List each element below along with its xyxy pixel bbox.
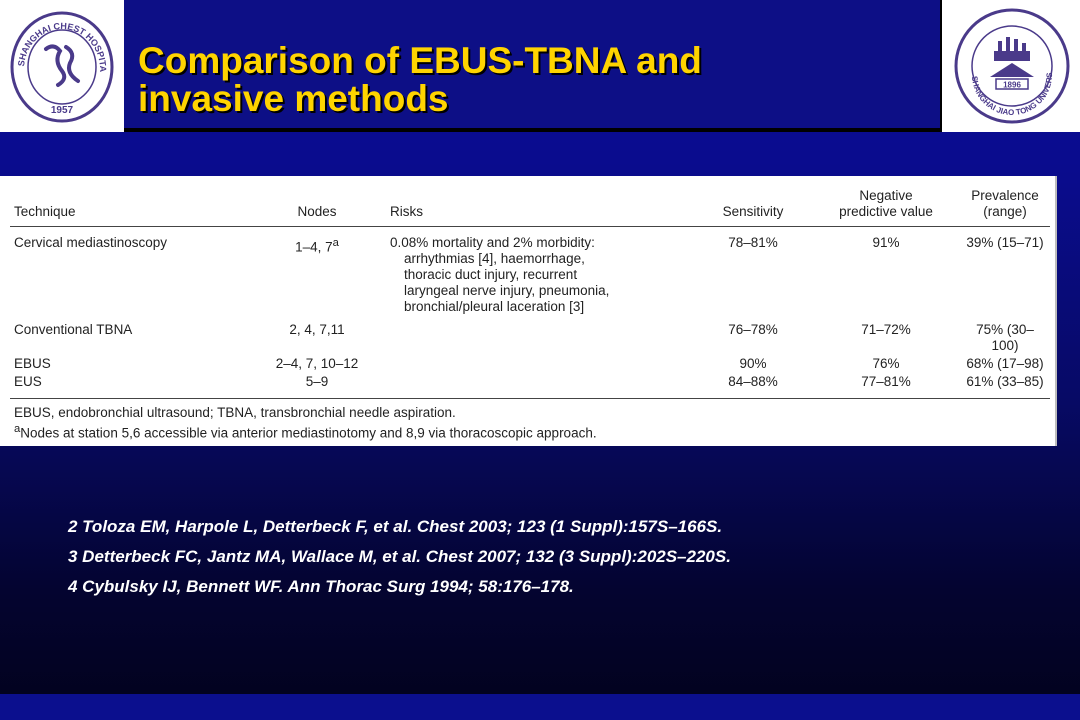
header-npv: Negative predictive value (812, 186, 960, 227)
table-footnotes: EBUS, endobronchial ultrasound; TBNA, tr… (14, 404, 597, 442)
reference-item: 3 Detterbeck FC, Jantz MA, Wallace M, et… (68, 547, 731, 566)
slide-title: Comparison of EBUS-TBNA and invasive met… (138, 42, 918, 118)
cell-prevalence: 39% (15–71) (966, 235, 1044, 250)
right-logo-text: SHANGHAI JIAO TONG UNIVERSITY (948, 5, 1054, 117)
header-npv-line-1: Negative (859, 188, 913, 203)
risk-line: 0.08% mortality and 2% morbidity: (390, 235, 595, 250)
header-prevalence: Prevalence (range) (960, 186, 1050, 227)
risk-line: thoracic duct injury, recurrent (404, 267, 578, 282)
table-row: Conventional TBNA 2, 4, 7,11 76–78% 71–7… (10, 316, 1050, 355)
cell-prevalence: 61% (33–85) (960, 373, 1050, 399)
cell-prevalence: 75% (30–100) (976, 322, 1034, 353)
left-logo-year: 1957 (51, 105, 74, 116)
table-row: EBUS 2–4, 7, 10–12 90% 76% 68% (17–98) (10, 355, 1050, 373)
right-logo: SHANGHAI JIAO TONG UNIVERSITY 1896 (940, 0, 1080, 132)
cell-prevalence: 68% (17–98) (966, 356, 1044, 371)
cell-technique: Conventional TBNA (14, 322, 133, 337)
reference-item: 4 Cybulsky IJ, Bennett WF. Ann Thorac Su… (68, 577, 574, 596)
shanghai-chest-hospital-seal-icon: SHANGHAI CHEST HOSPITAL 1957 (6, 7, 114, 123)
table-header-row: Technique Nodes Risks Sensitivity Negati… (10, 186, 1050, 227)
cell-risks (386, 355, 694, 373)
table-footnote-nodes-text: Nodes at station 5,6 accessible via ante… (20, 425, 597, 441)
cell-nodes: 5–9 (248, 373, 386, 399)
cell-sensitivity: 84–88% (694, 373, 812, 399)
cell-nodes: 2, 4, 7,11 (289, 322, 345, 337)
cell-risks: 0.08% mortality and 2% morbidity: arrhyt… (386, 227, 694, 317)
nodes-footnote-marker: a (332, 237, 339, 249)
cell-npv: 76% (872, 356, 900, 371)
header-nodes: Nodes (248, 186, 386, 227)
cell-sensitivity: 76–78% (728, 322, 778, 337)
cell-npv: 77–81% (812, 373, 960, 399)
header-npv-line-2: predictive value (839, 204, 933, 219)
slide-title-line-1: Comparison of EBUS-TBNA and (138, 40, 702, 81)
comparison-table-panel: Technique Nodes Risks Sensitivity Negati… (0, 176, 1057, 446)
references-list: 2 Toloza EM, Harpole L, Detterbeck F, et… (68, 512, 731, 602)
cell-npv: 71–72% (861, 322, 911, 337)
slide-title-line-2: invasive methods (138, 78, 449, 119)
right-logo-year: 1896 (1003, 81, 1021, 90)
cell-sensitivity: 78–81% (728, 235, 778, 250)
header-divider (0, 128, 1080, 132)
risk-line: bronchial/pleural laceration [3] (404, 299, 585, 314)
svg-text:SHANGHAI JIAO TONG UNIVERSITY: SHANGHAI JIAO TONG UNIVERSITY (948, 5, 1054, 117)
cell-nodes-value: 1–4, 7 (295, 239, 333, 255)
cell-technique: EUS (10, 373, 248, 399)
risk-line: laryngeal nerve injury, pneumonia, (404, 283, 610, 298)
header-sensitivity: Sensitivity (694, 186, 812, 227)
cell-technique: EBUS (14, 356, 51, 371)
cell-npv: 91% (872, 235, 900, 250)
risk-line: arrhythmias [4], haemorrhage, (404, 251, 585, 266)
comparison-table: Technique Nodes Risks Sensitivity Negati… (10, 186, 1050, 399)
footer-band (0, 694, 1080, 720)
cell-nodes: 1–4, 7a (248, 227, 386, 317)
table-row: EUS 5–9 84–88% 77–81% 61% (33–85) (10, 373, 1050, 399)
shanghai-jiao-tong-university-seal-icon: SHANGHAI JIAO TONG UNIVERSITY 1896 (948, 5, 1070, 124)
table-footnote-nodes: aNodes at station 5,6 accessible via ant… (14, 421, 597, 442)
cell-nodes: 2–4, 7, 10–12 (275, 356, 359, 371)
cell-risks (386, 316, 694, 355)
cell-technique: Cervical mediastinoscopy (14, 235, 168, 250)
header-band (0, 0, 1080, 132)
cell-risks (386, 373, 694, 399)
table-row: Cervical mediastinoscopy 1–4, 7a 0.08% m… (10, 227, 1050, 317)
table-footnote-abbreviations: EBUS, endobronchial ultrasound; TBNA, tr… (14, 405, 456, 420)
footnote-marker: a (14, 423, 21, 435)
reference-item: 2 Toloza EM, Harpole L, Detterbeck F, et… (68, 517, 723, 536)
header-technique: Technique (10, 186, 248, 227)
left-logo: SHANGHAI CHEST HOSPITAL 1957 (0, 0, 124, 132)
header-risks: Risks (386, 186, 694, 227)
cell-sensitivity: 90% (739, 356, 767, 371)
